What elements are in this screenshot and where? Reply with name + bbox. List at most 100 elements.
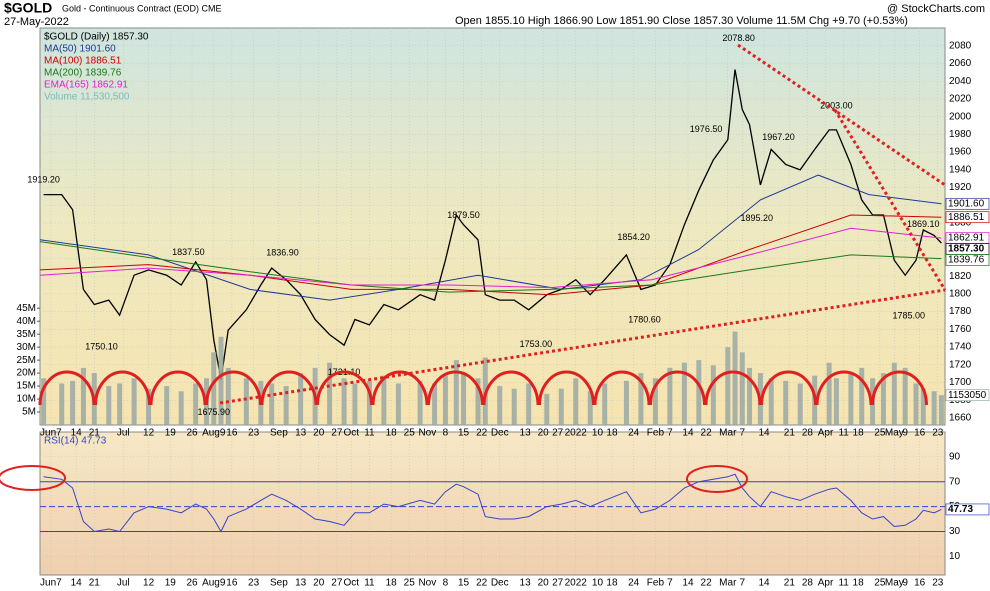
x-tick-label: 27 [331,428,343,439]
x-tick-label: 16 [914,428,926,439]
y2-tick-label: 25M [17,355,36,366]
value-tag-box [945,503,990,516]
x-tick-label: 28 [802,428,814,439]
volume-bar [732,331,738,425]
x-tick-label: 24 [628,428,640,439]
y-tick-label: 30 [949,526,961,537]
x-tick-label: 10 [592,578,604,589]
y-tick-label: 2020 [949,94,972,105]
cycle-arc [649,370,706,406]
price-annotation: 1895.20 [740,213,773,223]
volume-bar [352,383,358,425]
x-tick-label: 13 [295,578,307,589]
x-tick-label: Sep [270,428,288,439]
price-annotation: 2003.00 [820,100,853,110]
y-tick-label: 1760 [949,324,972,335]
cycle-arc [205,370,262,406]
x-tick-label: 18 [386,428,398,439]
y-tick-label: 2040 [949,76,972,87]
x-tick-label: 7 [739,578,745,589]
x-tick-label: 2022 [565,428,588,439]
volume-bar [106,386,112,425]
x-tick-label: 22 [476,578,488,589]
volume-bar [558,388,564,425]
volume-bar [511,388,517,425]
volume-bar [243,378,249,425]
x-tick-label: 22 [701,428,713,439]
series-line [39,241,942,293]
watermark: @ StockCharts.com [887,3,985,15]
x-tick-label: 23 [248,428,260,439]
volume-bar [341,378,347,425]
volume-bar [327,362,333,425]
value-tag-box [945,197,990,210]
x-tick-label: 24 [628,578,640,589]
y2-tick-label: 35M [17,329,36,340]
volume-bar [453,360,459,425]
x-tick-label: 20 [313,578,325,589]
x-tick-label: Aug9 [202,428,226,439]
volume-bar [913,383,919,425]
volume-bar [747,367,753,425]
x-tick-label: 26 [186,578,198,589]
x-tick-label: Jul [117,428,130,439]
volume-bar [178,391,184,425]
x-tick-label: Apr [818,428,834,439]
volume-bar [783,380,789,425]
volume-bar [768,378,774,425]
volume-bar [544,393,550,425]
cycle-arc [260,370,318,406]
x-tick-label: 23 [932,578,944,589]
price-annotation: 1919.20 [27,175,60,185]
x-tick-label: 21 [89,428,101,439]
volume-bar [117,383,123,425]
volume-bar [41,378,47,425]
volume-bar [938,395,944,425]
series-line [43,473,942,533]
x-tick-label: 14 [71,428,83,439]
x-tick-label: 7 [667,578,673,589]
price-annotation: 1675.90 [197,407,230,417]
x-tick-label: May [885,578,904,589]
volume-bar [211,352,217,425]
legend-entry: EMA(165) 1862.91 [44,80,128,91]
price-annotation: 1854.20 [617,232,650,242]
cycle-arc [371,370,429,406]
x-tick-label: 25 [874,578,886,589]
cycle-arc [815,370,873,406]
x-tick-label: 10 [592,428,604,439]
x-tick-label: 14 [682,428,694,439]
date: 27-May-2022 [4,16,69,28]
y-tick-label: 10 [949,551,961,562]
volume-bar [739,352,745,425]
x-tick-label: 11 [838,428,849,439]
x-tick-label: 7 [667,428,673,439]
cycle-arc [38,370,96,406]
x-tick-label: 22 [476,428,488,439]
legend-entry: MA(100) 1886.51 [44,56,122,67]
x-tick-label: 18 [386,578,398,589]
x-tick-label: 15 [458,578,470,589]
cycle-arc [593,370,651,406]
volume-bar [395,383,401,425]
x-tick-label: 25 [404,578,416,589]
x-tick-label: 21 [89,578,101,589]
volume-bar [797,383,803,425]
x-tick-label: Oct [344,428,360,439]
volume-bar [587,391,593,425]
y-tick-label: 2060 [949,58,972,69]
volume-bar [602,383,608,425]
x-tick-label: 27 [331,578,343,589]
x-tick-label: Mar [719,428,737,439]
price-annotation: 1750.10 [85,341,118,351]
x-tick-label: 20 [538,428,550,439]
x-tick-label: Jun7 [40,428,62,439]
price-annotation: 1879.50 [447,210,480,220]
x-tick-label: 23 [932,428,944,439]
x-tick-label: Dec [491,428,509,439]
cycle-arc [871,370,928,406]
x-tick-label: Oct [344,578,360,589]
x-tick-label: 9 [902,578,908,589]
volume-bar [859,367,865,425]
